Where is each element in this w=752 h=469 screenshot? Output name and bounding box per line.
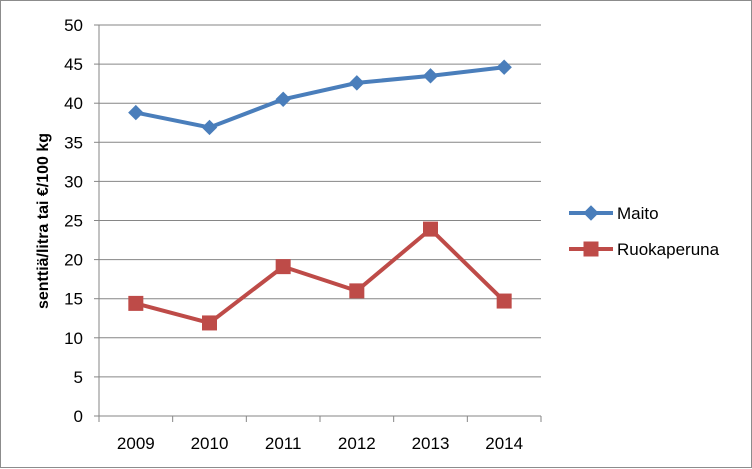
y-tick-label: 40 (64, 94, 83, 113)
x-tick-label: 2009 (117, 434, 155, 453)
legend-entry-ruokaperuna: Ruokaperuna (569, 240, 720, 259)
y-tick-label: 5 (74, 368, 83, 387)
x-tick-label: 2012 (338, 434, 376, 453)
legend-label: Ruokaperuna (617, 240, 720, 259)
y-tick-label: 15 (64, 290, 83, 309)
data-point-ruokaperuna (496, 293, 512, 309)
legend-label: Maito (617, 204, 659, 223)
x-tick-label: 2011 (265, 434, 302, 453)
x-tick-label: 2013 (412, 434, 450, 453)
data-point-ruokaperuna (349, 283, 365, 299)
y-tick-label: 50 (64, 16, 83, 35)
y-tick-label: 0 (74, 407, 83, 426)
data-point-ruokaperuna (275, 259, 291, 275)
x-tick-label: 2010 (191, 434, 229, 453)
legend-entry-maito: Maito (569, 204, 659, 223)
x-tick-label: 2014 (485, 434, 523, 453)
legend-marker (583, 205, 599, 221)
data-point-maito (201, 119, 218, 136)
data-point-maito (275, 91, 291, 107)
legend-marker (583, 241, 599, 257)
series-ruokaperuna (128, 221, 512, 331)
data-point-maito (496, 59, 512, 75)
data-point-ruokaperuna (128, 295, 144, 311)
series-line-maito (135, 65, 505, 130)
series-maito (128, 59, 512, 136)
data-point-ruokaperuna (202, 315, 217, 331)
series-line-ruokaperuna (135, 227, 506, 325)
y-tick-label: 10 (64, 329, 83, 348)
y-tick-label: 25 (64, 212, 83, 231)
x-tick-labels: 2009 2010 2011 2012 2013 2014 (117, 434, 523, 453)
y-tick-label: 45 (64, 55, 83, 74)
axes (94, 24, 542, 422)
y-tick-labels: 0 5 10 15 20 25 30 35 40 45 50 (64, 16, 83, 426)
data-point-maito (422, 68, 439, 84)
series (128, 59, 512, 331)
gridlines (99, 24, 541, 378)
y-tick-label: 35 (64, 133, 83, 152)
data-point-maito (349, 75, 365, 91)
y-tick-label: 30 (64, 172, 83, 191)
y-axis-label: senttiä/litra tai €/100 kg (35, 133, 52, 309)
data-point-maito (128, 104, 144, 121)
data-point-ruokaperuna (423, 221, 438, 237)
y-tick-label: 20 (64, 251, 83, 270)
legend: Maito Ruokaperuna (569, 204, 720, 259)
